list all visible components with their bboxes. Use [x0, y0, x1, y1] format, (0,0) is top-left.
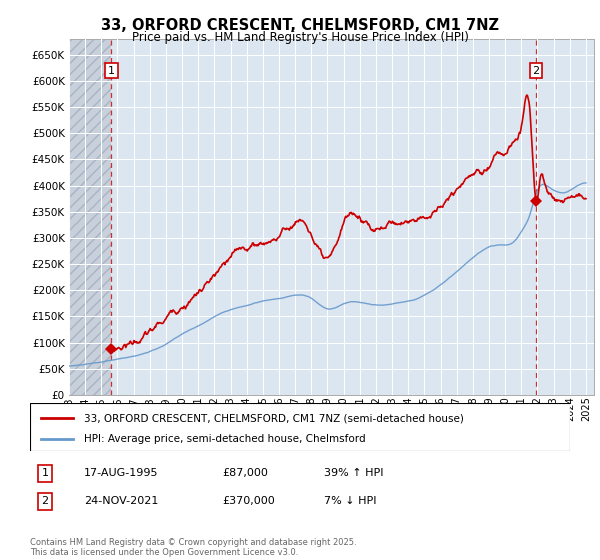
Text: 17-AUG-1995: 17-AUG-1995: [84, 468, 158, 478]
Text: 1: 1: [41, 468, 49, 478]
Text: 33, ORFORD CRESCENT, CHELMSFORD, CM1 7NZ (semi-detached house): 33, ORFORD CRESCENT, CHELMSFORD, CM1 7NZ…: [84, 413, 464, 423]
FancyBboxPatch shape: [30, 403, 570, 451]
Text: 39% ↑ HPI: 39% ↑ HPI: [324, 468, 383, 478]
Text: Price paid vs. HM Land Registry's House Price Index (HPI): Price paid vs. HM Land Registry's House …: [131, 31, 469, 44]
Text: Contains HM Land Registry data © Crown copyright and database right 2025.
This d: Contains HM Land Registry data © Crown c…: [30, 538, 356, 557]
Text: 24-NOV-2021: 24-NOV-2021: [84, 496, 158, 506]
Text: 1: 1: [108, 66, 115, 76]
Text: £87,000: £87,000: [222, 468, 268, 478]
Text: 33, ORFORD CRESCENT, CHELMSFORD, CM1 7NZ: 33, ORFORD CRESCENT, CHELMSFORD, CM1 7NZ: [101, 18, 499, 32]
Text: 2: 2: [41, 496, 49, 506]
Text: 2: 2: [532, 66, 539, 76]
Text: HPI: Average price, semi-detached house, Chelmsford: HPI: Average price, semi-detached house,…: [84, 434, 365, 444]
Text: £370,000: £370,000: [222, 496, 275, 506]
Text: 7% ↓ HPI: 7% ↓ HPI: [324, 496, 377, 506]
